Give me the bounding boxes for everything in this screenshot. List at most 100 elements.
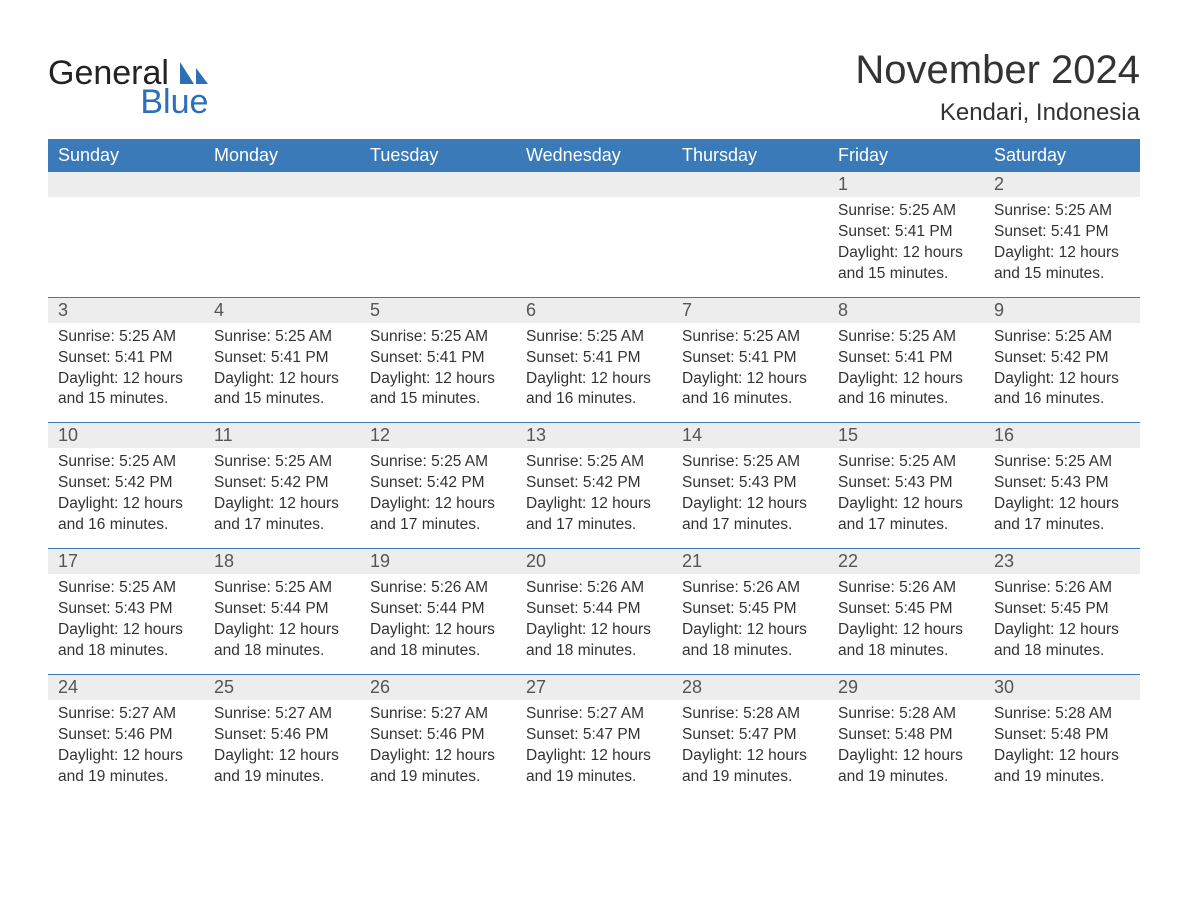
sunset-line: Sunset: 5:42 PM bbox=[526, 473, 662, 494]
day-content-cell: Sunrise: 5:27 AMSunset: 5:46 PMDaylight:… bbox=[360, 700, 516, 800]
sunrise-line: Sunrise: 5:25 AM bbox=[838, 452, 974, 473]
sunset-line: Sunset: 5:41 PM bbox=[370, 348, 506, 369]
day-content-cell bbox=[360, 197, 516, 297]
sunset-line: Sunset: 5:47 PM bbox=[526, 725, 662, 746]
day-content-cell bbox=[204, 197, 360, 297]
day-content-row: Sunrise: 5:25 AM Sunset: 5:43 PM Daylight:… bbox=[48, 574, 1140, 674]
sunrise-line: Sunrise: 5:25 AM bbox=[214, 327, 350, 348]
day-header: Monday bbox=[204, 139, 360, 172]
sunrise-line: Sunrise: 5:25 AM bbox=[838, 201, 974, 222]
sunset-line: Sunset: 5:44 PM bbox=[214, 599, 350, 620]
daylight-line: Daylight: 12 hours and 19 minutes. bbox=[682, 746, 818, 788]
day-header: Thursday bbox=[672, 139, 828, 172]
sail-icon bbox=[180, 62, 208, 84]
day-number-cell: 24 bbox=[48, 675, 204, 700]
day-number-cell bbox=[516, 172, 672, 197]
daylight-line: Daylight: 12 hours and 17 minutes. bbox=[214, 494, 350, 536]
daylight-line: Daylight: 12 hours and 15 minutes. bbox=[58, 369, 194, 411]
day-content-cell: Sunrise: 5:25 AMSunset: 5:41 PMDaylight:… bbox=[360, 323, 516, 423]
daylight-line: Daylight: 12 hours and 19 minutes. bbox=[994, 746, 1130, 788]
sunset-line: Sunset: 5:48 PM bbox=[838, 725, 974, 746]
day-number-cell: 1 bbox=[828, 172, 984, 197]
sunrise-line: Sunrise: 5:26 AM bbox=[370, 578, 506, 599]
day-content-row: Sunrise: 5:25 AMSunset: 5:41 PMDaylight:… bbox=[48, 197, 1140, 297]
sunset-line: Sunset: 5:41 PM bbox=[994, 222, 1130, 243]
sunset-line: Sunset: 5:45 PM bbox=[838, 599, 974, 620]
sunrise-line: Sunrise: 5:26 AM bbox=[838, 578, 974, 599]
sunrise-line: Sunrise: 5:26 AM bbox=[682, 578, 818, 599]
day-content-cell: Sunrise: 5:26 AMSunset: 5:45 PMDaylight:… bbox=[984, 574, 1140, 674]
day-content-cell: Sunrise: 5:25 AMSunset: 5:42 PMDaylight:… bbox=[984, 323, 1140, 423]
day-content-cell: Sunrise: 5:25 AMSunset: 5:43 PMDaylight:… bbox=[48, 574, 204, 674]
sunrise-line: Sunrise: 5:25 AM bbox=[370, 327, 506, 348]
day-number-cell: 15 bbox=[828, 423, 984, 448]
sunrise-line: Sunrise: 5:25 AM bbox=[214, 578, 350, 599]
day-number-cell: 5 bbox=[360, 298, 516, 323]
sunset-line: Sunset: 5:43 PM bbox=[682, 473, 818, 494]
day-content-cell: Sunrise: 5:28 AMSunset: 5:48 PMDaylight:… bbox=[984, 700, 1140, 800]
day-content-cell bbox=[516, 197, 672, 297]
sunset-line: Sunset: 5:41 PM bbox=[526, 348, 662, 369]
day-content-cell: Sunrise: 5:25 AMSunset: 5:42 PMDaylight:… bbox=[360, 448, 516, 548]
day-number-cell: 21 bbox=[672, 549, 828, 574]
day-content-cell: Sunrise: 5:26 AMSunset: 5:45 PMDaylight:… bbox=[828, 574, 984, 674]
daylight-line: Daylight: 12 hours and 17 minutes. bbox=[370, 494, 506, 536]
day-number-cell: 14 bbox=[672, 423, 828, 448]
daylight-line: Daylight: 12 hours and 15 minutes. bbox=[214, 369, 350, 411]
sunrise-line: Sunrise: 5:25 AM bbox=[526, 327, 662, 348]
sunrise-line: Sunrise: 5:28 AM bbox=[682, 704, 818, 725]
daylight-line: Daylight: 12 hours and 17 minutes. bbox=[682, 494, 818, 536]
day-number-row: 24252627282930 bbox=[48, 675, 1140, 700]
day-content-cell: Sunrise: 5:25 AMSunset: 5:42 PMDaylight:… bbox=[516, 448, 672, 548]
sunset-line: Sunset: 5:45 PM bbox=[994, 599, 1130, 620]
day-content-cell: Sunrise: 5:27 AMSunset: 5:47 PMDaylight:… bbox=[516, 700, 672, 800]
day-header-row: SundayMondayTuesdayWednesdayThursdayFrid… bbox=[48, 139, 1140, 172]
day-number-cell: 27 bbox=[516, 675, 672, 700]
sunset-line: Sunset: 5:41 PM bbox=[58, 348, 194, 369]
calendar-page: General Blue November 2024 Kendari, Indo… bbox=[0, 0, 1188, 819]
day-number-cell: 4 bbox=[204, 298, 360, 323]
daylight-line: Daylight: 12 hours and 18 minutes. bbox=[838, 620, 974, 662]
day-content-cell: Sunrise: 5:25 AMSunset: 5:41 PMDaylight:… bbox=[204, 323, 360, 423]
brand-text: General Blue bbox=[48, 58, 208, 117]
day-content-cell: Sunrise: 5:25 AMSunset: 5:42 PMDaylight:… bbox=[204, 448, 360, 548]
day-number-row: 17181920212223 bbox=[48, 549, 1140, 574]
day-header: Tuesday bbox=[360, 139, 516, 172]
day-number-cell: 19 bbox=[360, 549, 516, 574]
calendar-table: SundayMondayTuesdayWednesdayThursdayFrid… bbox=[48, 139, 1140, 799]
sunrise-line: Sunrise: 5:25 AM bbox=[994, 201, 1130, 222]
sunrise-line: Sunrise: 5:25 AM bbox=[526, 452, 662, 473]
sunset-line: Sunset: 5:43 PM bbox=[58, 599, 194, 620]
day-header: Sunday bbox=[48, 139, 204, 172]
calendar-head: SundayMondayTuesdayWednesdayThursdayFrid… bbox=[48, 139, 1140, 172]
sunrise-line: Sunrise: 5:27 AM bbox=[214, 704, 350, 725]
day-content-cell: Sunrise: 5:25 AMSunset: 5:43 PMDaylight:… bbox=[984, 448, 1140, 548]
day-header: Saturday bbox=[984, 139, 1140, 172]
daylight-line: Daylight: 12 hours and 16 minutes. bbox=[838, 369, 974, 411]
sunrise-line: Sunrise: 5:26 AM bbox=[994, 578, 1130, 599]
daylight-line: Daylight: 12 hours and 15 minutes. bbox=[994, 243, 1130, 285]
day-content-cell: Sunrise: 5:26 AMSunset: 5:44 PMDaylight:… bbox=[516, 574, 672, 674]
day-content-cell: Sunrise: 5:26 AMSunset: 5:44 PMDaylight:… bbox=[360, 574, 516, 674]
sunset-line: Sunset: 5:43 PM bbox=[994, 473, 1130, 494]
day-content-cell: Sunrise: 5:27 AMSunset: 5:46 PMDaylight:… bbox=[48, 700, 204, 800]
day-number-cell: 26 bbox=[360, 675, 516, 700]
sunrise-line: Sunrise: 5:25 AM bbox=[58, 452, 194, 473]
daylight-line: Daylight: 12 hours and 19 minutes. bbox=[214, 746, 350, 788]
day-content-row: Sunrise: 5:25 AMSunset: 5:42 PMDaylight:… bbox=[48, 448, 1140, 548]
sunrise-line: Sunrise: 5:27 AM bbox=[526, 704, 662, 725]
day-number-row: 10111213141516 bbox=[48, 423, 1140, 448]
day-content-cell: Sunrise: 5:25 AMSunset: 5:42 PMDaylight:… bbox=[48, 448, 204, 548]
sunrise-line: Sunrise: 5:25 AM bbox=[370, 452, 506, 473]
day-number-cell: 18 bbox=[204, 549, 360, 574]
day-content-cell: Sunrise: 5:25 AMSunset: 5:44 PMDaylight:… bbox=[204, 574, 360, 674]
sunset-line: Sunset: 5:41 PM bbox=[214, 348, 350, 369]
daylight-line: Daylight: 12 hours and 15 minutes. bbox=[370, 369, 506, 411]
day-number-row: 3456789 bbox=[48, 298, 1140, 323]
sunrise-line: Sunrise: 5:26 AM bbox=[526, 578, 662, 599]
month-title: November 2024 bbox=[855, 48, 1140, 93]
day-number-cell: 8 bbox=[828, 298, 984, 323]
day-content-cell: Sunrise: 5:25 AMSunset: 5:41 PMDaylight:… bbox=[984, 197, 1140, 297]
daylight-line: Daylight: 12 hours and 17 minutes. bbox=[526, 494, 662, 536]
day-content-cell: Sunrise: 5:25 AMSunset: 5:41 PMDaylight:… bbox=[828, 197, 984, 297]
